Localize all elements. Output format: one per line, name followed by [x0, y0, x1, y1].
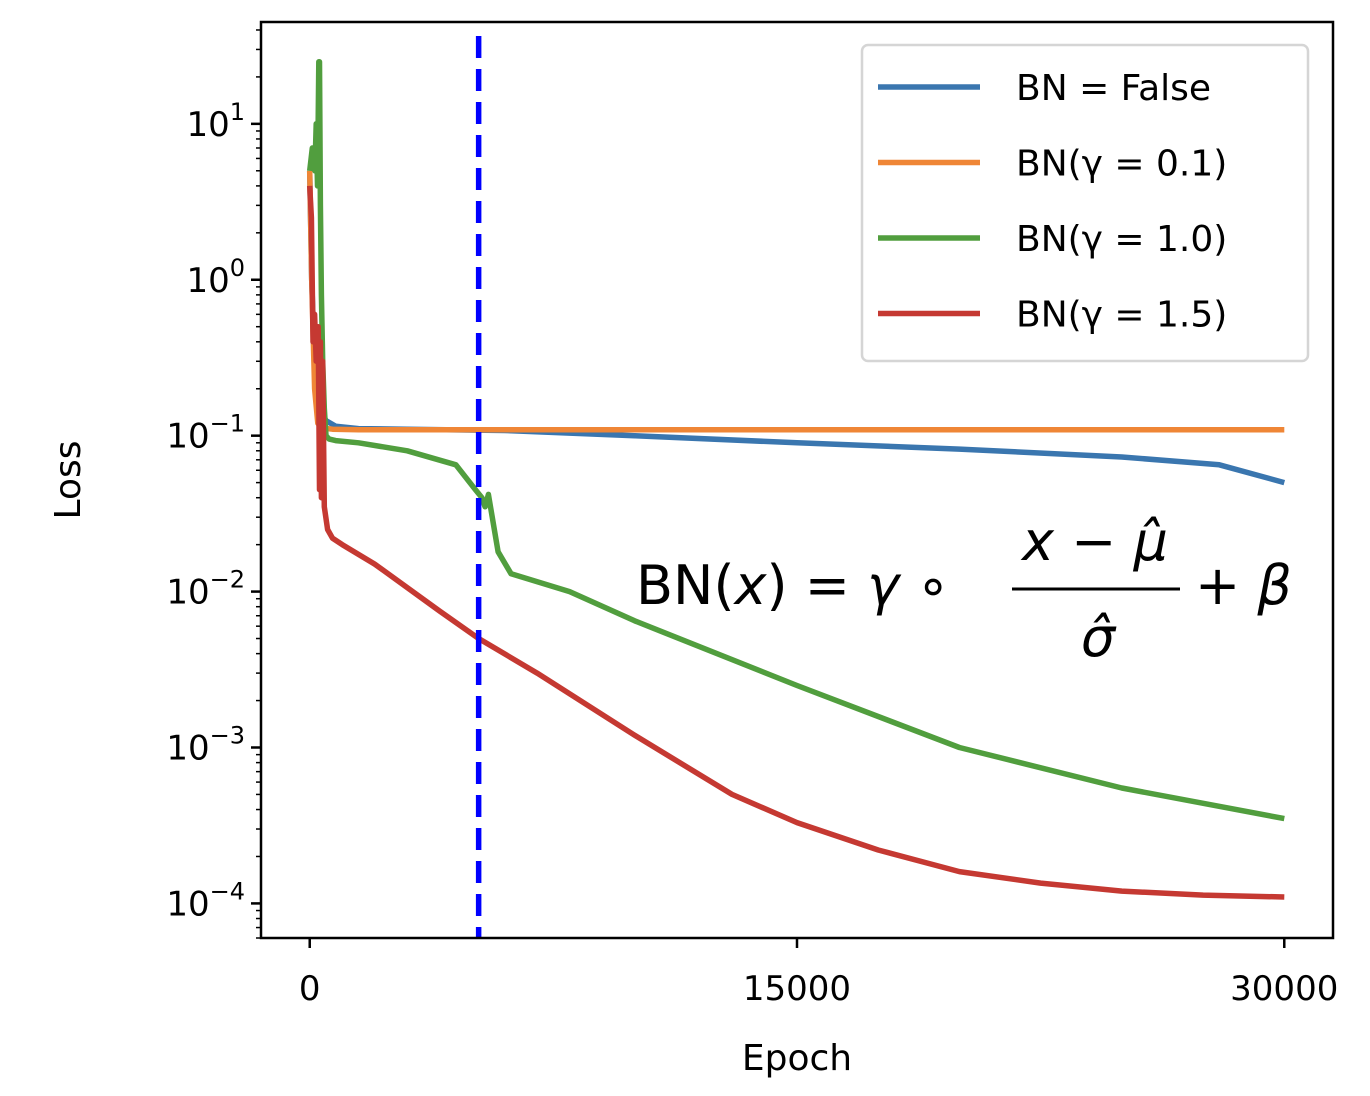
svg-text:x − μ̂: x − μ̂: [1020, 510, 1168, 573]
legend-entries: BN = False BN(γ = 0.1) BN(γ = 1.0) BN(γ = 1…: [878, 68, 1227, 336]
series-line-3: [306, 185, 1285, 900]
svg-text:σ̂: σ̂: [1081, 606, 1117, 669]
formula-annotation: BN(x) = γ ∘ x − μ̂ σ̂ + β: [636, 510, 1292, 669]
y-axis-ticks: 10−4 10−3 10−2 10−1 100 101: [166, 29, 261, 939]
y-tick-label: 10−1: [166, 410, 245, 457]
svg-text:BN(x) = γ ∘: BN(x) = γ ∘: [636, 554, 950, 617]
y-tick-label: 10−2: [166, 566, 245, 613]
y-tick-label: 100: [186, 254, 245, 301]
legend-label-3: BN(γ = 1.5): [1016, 295, 1227, 336]
y-tick-label: 10−4: [166, 877, 245, 924]
series-line-2: [306, 59, 1285, 822]
legend-label-0: BN = False: [1016, 68, 1211, 109]
legend: BN = False BN(γ = 0.1) BN(γ = 1.0) BN(γ = 1…: [860, 43, 1310, 363]
legend-label-2: BN(γ = 1.0): [1016, 219, 1227, 260]
series-layer: [306, 59, 1286, 900]
x-axis-label: Epoch: [742, 1038, 852, 1079]
x-axis-ticks: 0 15000 30000: [299, 938, 1338, 1009]
x-tick-label: 0: [299, 969, 321, 1009]
svg-text:+ β: + β: [1195, 554, 1292, 617]
y-axis-label: Loss: [48, 441, 89, 520]
legend-label-1: BN(γ = 0.1): [1016, 144, 1227, 185]
legend-box: [860, 43, 1310, 363]
y-tick-label: 10−3: [166, 721, 245, 768]
x-tick-label: 30000: [1230, 969, 1338, 1009]
x-tick-label: 15000: [743, 969, 851, 1009]
y-tick-label: 101: [186, 98, 245, 145]
